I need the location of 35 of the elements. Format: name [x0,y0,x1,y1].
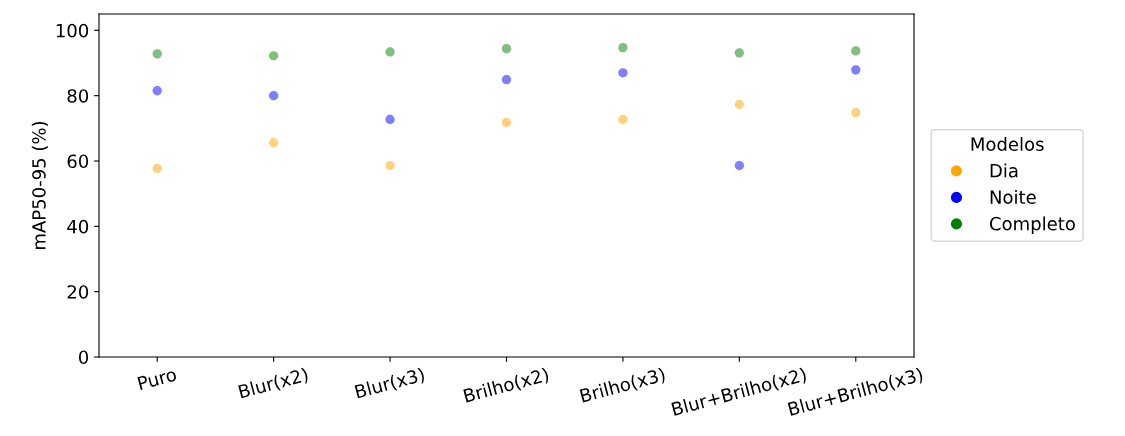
point [851,65,861,75]
legend-label: Noite [990,190,1036,204]
point [618,114,628,125]
point [268,51,279,61]
point [268,138,279,148]
point [734,48,745,58]
y-tick-label: 0 [78,350,89,365]
point [851,107,861,118]
point [152,163,162,174]
point [501,117,512,128]
y-tick-label: 80 [67,89,89,103]
point [501,75,512,85]
point [385,47,395,57]
point [618,42,628,53]
point [734,160,745,171]
y-tick-label: 20 [67,285,89,299]
legend-title: Modelos [971,137,1044,151]
point [385,160,395,171]
point [851,46,861,56]
y-tick-label: 60 [67,154,89,169]
x-tick-label: Blur(x2) [238,367,310,401]
point [152,49,162,59]
legend-label: Dia [990,163,1018,178]
point [268,91,279,101]
legend-label: Completo [989,216,1075,234]
point [501,43,512,54]
y-tick-label: 40 [67,219,89,234]
x-tick-label: Puro [137,367,177,391]
point [734,99,745,110]
point [618,68,628,78]
x-tick-label: Blur(x3) [354,367,426,401]
point [152,86,162,96]
y-tick-label: 100 [56,23,89,38]
y-axis-title: mAP50-95 (%) [31,121,48,249]
point [385,114,395,125]
